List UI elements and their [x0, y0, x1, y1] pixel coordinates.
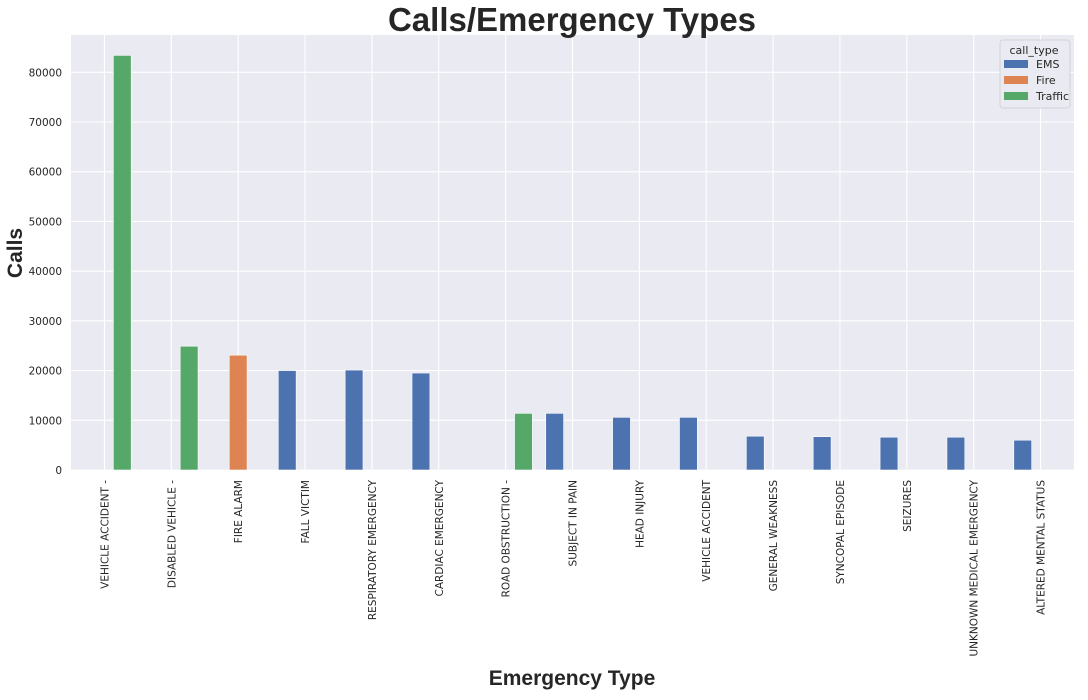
x-tick-label: RESPIRATORY EMERGENCY	[367, 479, 379, 620]
y-tick-label: 80000	[29, 67, 62, 79]
x-tick-label: ROAD OBSTRUCTION -	[501, 480, 513, 598]
y-tick-label: 20000	[29, 366, 62, 378]
bar-ems	[1013, 439, 1032, 471]
x-tick-label: SYNCOPAL EPISODE	[835, 480, 847, 584]
bar-traffic	[113, 55, 132, 471]
y-tick-label: 30000	[29, 316, 62, 328]
y-tick-label: 50000	[29, 216, 62, 228]
legend: call_type EMS Fire Traffic	[999, 39, 1071, 109]
y-axis-label: Calls	[4, 228, 27, 278]
bar-ems	[879, 436, 899, 471]
bar-traffic	[179, 345, 199, 471]
legend-box	[999, 39, 1071, 109]
bar-ems	[545, 413, 564, 471]
x-tick-label: UNKNOWN MEDICAL EMERGENCY	[969, 479, 981, 656]
x-tick-label: FALL VICTIM	[300, 480, 312, 543]
x-tick-label: GENERAL WEAKNESS	[768, 480, 780, 592]
y-tick-label: 10000	[29, 415, 62, 427]
x-tick-label: VEHICLE ACCIDENT	[701, 479, 713, 581]
bar-ems	[812, 436, 832, 471]
bar-fire	[228, 354, 248, 471]
bar-ems	[344, 369, 364, 471]
bar-traffic	[514, 413, 533, 471]
y-tick-label: 70000	[29, 117, 62, 129]
x-tick-label: FIRE ALARM	[233, 480, 245, 543]
legend-swatch-traffic	[1004, 92, 1028, 100]
legend-label-traffic: Traffic	[1035, 90, 1069, 103]
bars	[113, 55, 1032, 471]
y-tick-label: 60000	[29, 167, 62, 179]
x-tick-label: DISABLED VEHICLE -	[166, 480, 178, 588]
legend-title: call_type	[1010, 44, 1059, 57]
bar-ems	[411, 372, 431, 471]
chart-title: Calls/Emergency Types	[388, 1, 756, 38]
x-axis-label: Emergency Type	[489, 667, 656, 690]
y-tick-labels: 0 10000 20000 30000 40000 50000 60000 70000 8000…	[29, 67, 62, 477]
bar-ems	[946, 436, 966, 471]
x-tick-label: SUBJECT IN PAIN	[568, 480, 580, 566]
y-tick-label: 0	[55, 465, 62, 477]
x-tick-label: ALTERED MENTAL STATUS	[1036, 480, 1048, 615]
bar-ems	[612, 417, 631, 471]
legend-swatch-ems	[1004, 60, 1028, 68]
legend-items: EMS Fire Traffic	[1004, 58, 1069, 103]
bar-ems	[679, 417, 698, 471]
bar-ems	[746, 435, 765, 471]
bar-ems	[277, 370, 297, 471]
x-tick-label: SEIZURES	[902, 480, 914, 532]
x-tick-label: HEAD INJURY	[634, 479, 646, 547]
legend-label-fire: Fire	[1036, 74, 1056, 87]
x-tick-label: VEHICLE ACCIDENT -	[99, 480, 111, 589]
legend-swatch-fire	[1004, 76, 1028, 84]
legend-label-ems: EMS	[1036, 58, 1059, 71]
x-tick-labels: VEHICLE ACCIDENT - DISABLED VEHICLE - FIRE…	[99, 479, 1047, 656]
y-tick-label: 40000	[29, 266, 62, 278]
x-tick-label: CARDIAC EMERGENCY	[434, 479, 446, 596]
